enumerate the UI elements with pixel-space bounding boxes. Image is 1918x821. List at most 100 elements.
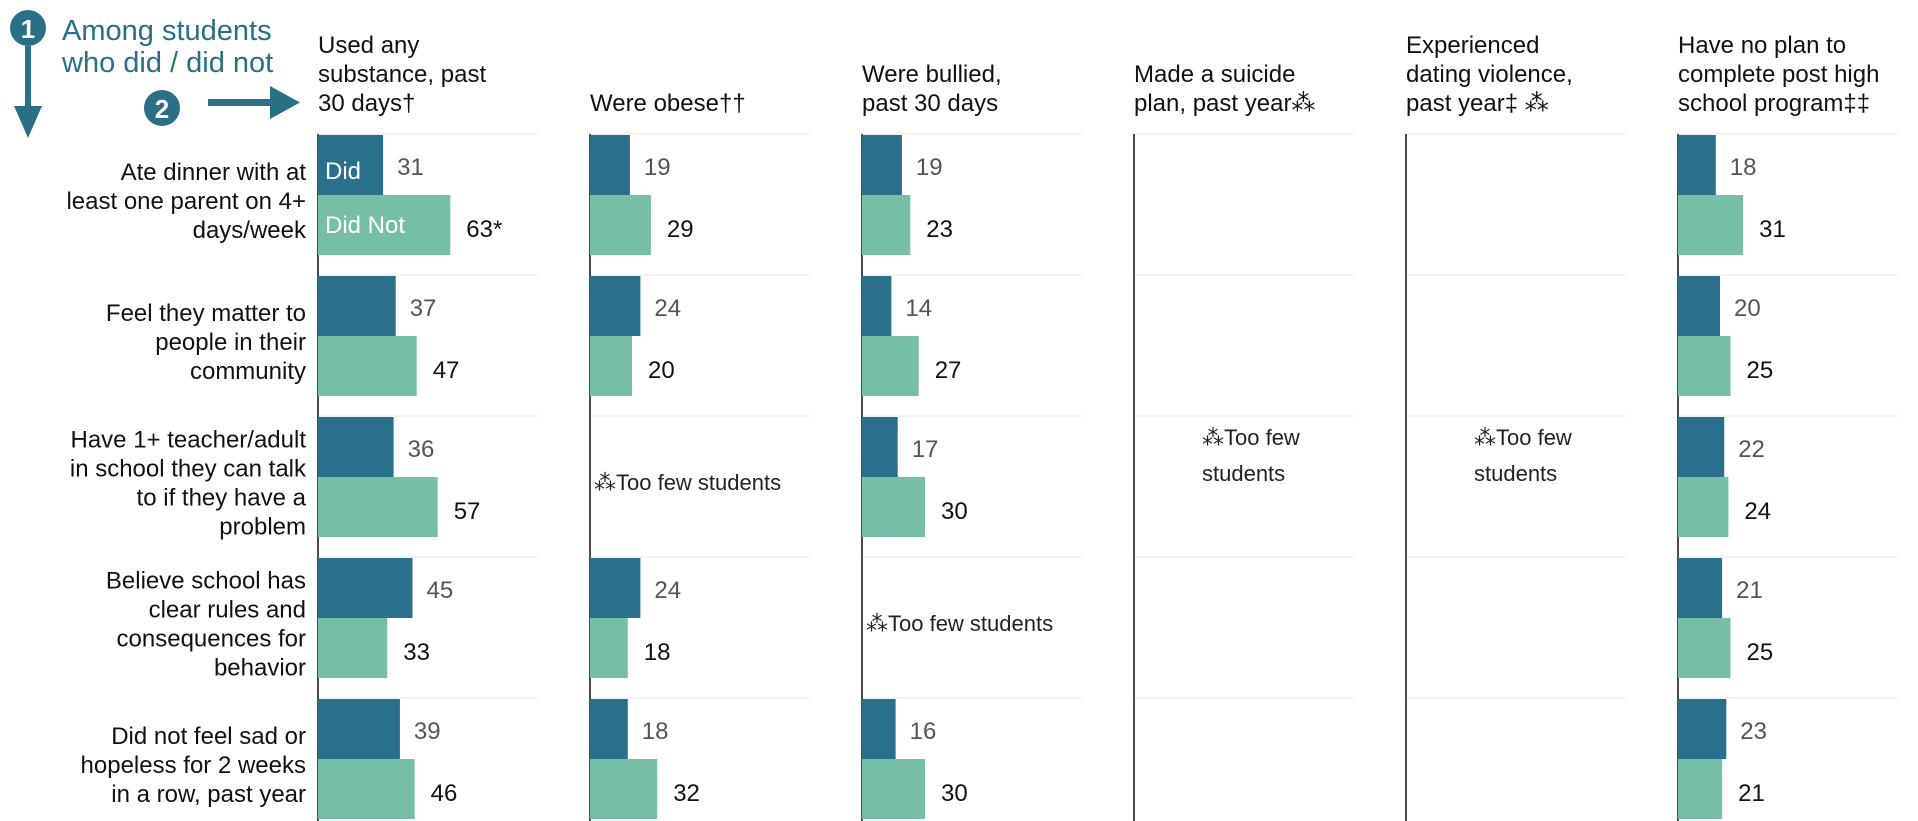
bar-did-not <box>1678 195 1744 255</box>
value-label-did: 17 <box>912 436 939 463</box>
row-label-line: in school they can talk <box>70 456 307 483</box>
too-few-students-note: ⁂Too few <box>1474 425 1572 450</box>
value-label-did: 16 <box>910 718 937 745</box>
bar-did-not <box>590 759 658 819</box>
value-label-did-not: 30 <box>941 498 968 525</box>
value-label-did: 24 <box>654 295 681 322</box>
value-label-did-not: 23 <box>926 216 953 243</box>
value-label-did-not: 46 <box>431 780 458 807</box>
value-label-did-not: 57 <box>454 498 481 525</box>
row-label-line: Have 1+ teacher/adult <box>71 427 307 454</box>
bar-did-not <box>862 336 919 396</box>
bar-did-not <box>1678 477 1729 537</box>
row-label-line: to if they have a <box>137 485 307 512</box>
column-title-line: past 30 days <box>862 90 998 117</box>
column-title-line: school program‡‡ <box>1678 90 1870 117</box>
too-few-students-note: ⁂Too few students <box>866 611 1053 636</box>
guide-title-line-1: Among students <box>62 15 272 47</box>
bar-did <box>590 699 628 759</box>
bar-did-not <box>862 759 925 819</box>
column-title-line: Have no plan to <box>1678 32 1846 59</box>
value-label-did: 22 <box>1738 436 1765 463</box>
too-few-students-note: students <box>1474 461 1557 486</box>
row-label-line: problem <box>219 514 306 541</box>
bar-did-not <box>318 618 388 678</box>
legend-did: Did <box>325 158 361 185</box>
arrow-down-icon <box>14 46 42 138</box>
value-label-did: 18 <box>642 718 669 745</box>
value-label-did: 45 <box>427 577 454 604</box>
value-label-did: 20 <box>1734 295 1761 322</box>
value-label-did-not: 18 <box>644 639 671 666</box>
bar-did <box>1678 276 1720 336</box>
value-label-did: 21 <box>1736 577 1763 604</box>
column-title-line: complete post high <box>1678 61 1879 88</box>
row-label-line: Feel they matter to <box>106 300 306 327</box>
column-title-line: Were bullied, <box>862 61 1002 88</box>
column-title-line: substance, past <box>318 61 486 88</box>
row-label-line: people in their <box>155 329 306 356</box>
row-label-line: clear rules and <box>149 597 306 624</box>
guide-title-line-2: who did / did not <box>61 47 273 79</box>
bar-did-not <box>1678 759 1723 819</box>
row-label-line: hopeless for 2 weeks <box>81 752 306 779</box>
value-label-did: 18 <box>1730 154 1757 181</box>
bar-did <box>318 417 394 477</box>
bar-did-not <box>1678 336 1731 396</box>
value-label-did: 14 <box>905 295 932 322</box>
step-2-number: 2 <box>155 94 169 124</box>
bar-did-not <box>590 336 632 396</box>
bar-did-not <box>590 618 628 678</box>
value-label-did-not: 63* <box>466 216 502 243</box>
legend-did-not: Did Not <box>325 212 405 239</box>
value-label-did-not: 30 <box>941 780 968 807</box>
column-2: Were obese†† 19 29 24 20 ⁂Too few students 24 1… <box>589 90 810 821</box>
column-3: Were bullied,past 30 days 19 23 14 27 17 30 ⁂To… <box>861 61 1082 821</box>
value-label-did-not: 32 <box>673 780 700 807</box>
column-title-line: past year‡ ⁂ <box>1406 90 1549 117</box>
row-label-line: days/week <box>193 217 307 244</box>
value-label-did-not: 47 <box>433 357 460 384</box>
column-title-line: dating violence, <box>1406 61 1573 88</box>
bar-did <box>1678 135 1716 195</box>
bar-did-not <box>318 195 451 255</box>
value-label-did-not: 25 <box>1747 639 1774 666</box>
bar-did <box>590 558 641 618</box>
column-title-line: 30 days† <box>318 90 415 117</box>
value-label-did: 31 <box>397 154 424 181</box>
bar-did-not <box>862 195 911 255</box>
row-label-line: consequences for <box>117 626 306 653</box>
value-label-did-not: 21 <box>1738 780 1765 807</box>
value-label-did: 19 <box>916 154 943 181</box>
bar-did-not <box>862 477 925 537</box>
value-label-did: 19 <box>644 154 671 181</box>
bar-did-not <box>318 477 438 537</box>
column-title-line: plan, past year⁂ <box>1134 90 1315 117</box>
bar-did <box>862 276 892 336</box>
step-1-badge <box>10 10 46 46</box>
value-label-did-not: 27 <box>935 357 962 384</box>
bar-did <box>318 276 396 336</box>
value-label-did-not: 33 <box>403 639 430 666</box>
bar-did <box>318 699 400 759</box>
row-label-line: in a row, past year <box>111 781 306 808</box>
bar-did <box>862 699 896 759</box>
value-label-did: 37 <box>410 295 437 322</box>
bar-did <box>1678 558 1723 618</box>
bar-did-not <box>1678 618 1731 678</box>
value-label-did-not: 24 <box>1744 498 1771 525</box>
row-label-line: Believe school has <box>106 568 306 595</box>
bar-did <box>862 417 898 477</box>
row-label-line: Did not feel sad or <box>111 723 306 750</box>
row-label-line: least one parent on 4+ <box>66 188 306 215</box>
row-label-line: Ate dinner with at <box>121 159 307 186</box>
arrow-right-icon <box>208 86 300 119</box>
bar-did <box>862 135 902 195</box>
bar-did-not <box>590 195 651 255</box>
